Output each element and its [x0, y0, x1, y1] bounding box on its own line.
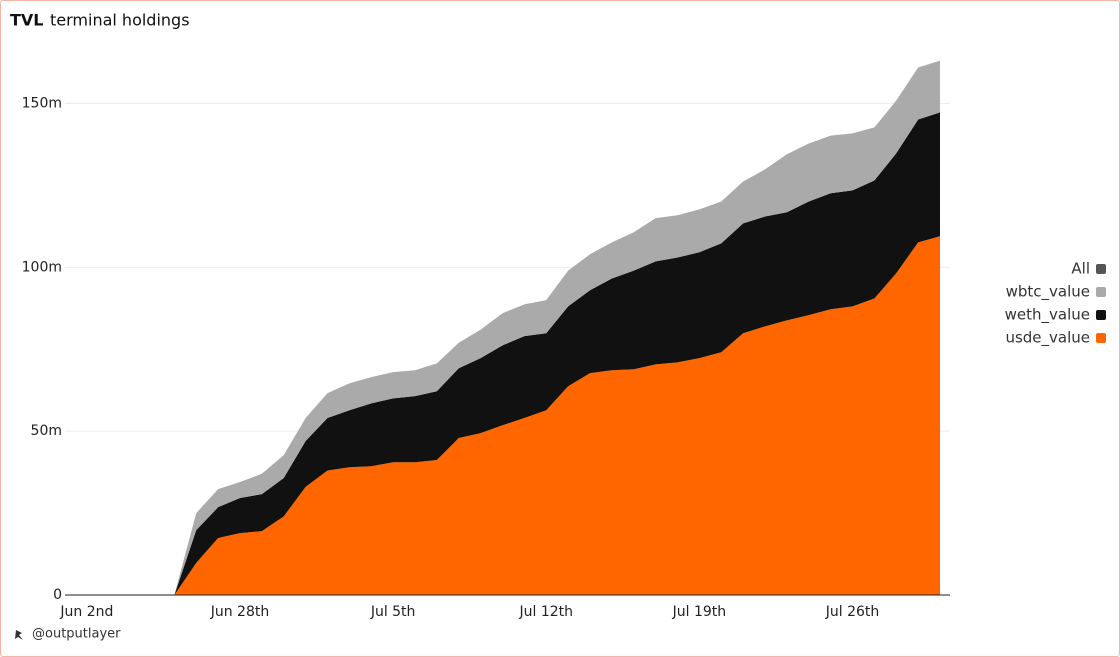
y-tick-label: 0	[53, 587, 62, 603]
x-tick-label: Jun 2nd	[59, 604, 113, 620]
chart-title: TVL	[10, 11, 44, 30]
y-tick-label: 100m	[22, 259, 62, 275]
y-tick-label: 150m	[22, 96, 62, 112]
footer: @outputlayer	[32, 627, 121, 642]
legend-label: weth_value	[1005, 306, 1090, 325]
legend-item[interactable]: All	[1071, 260, 1106, 278]
area	[65, 236, 940, 595]
area	[65, 60, 940, 595]
legend-swatch	[1096, 310, 1106, 320]
legend-item[interactable]: weth_value	[1005, 306, 1106, 325]
x-tick-label: Jul 5th	[370, 604, 416, 620]
footer-icon	[15, 630, 23, 640]
x-tick-label: Jul 26th	[825, 604, 880, 620]
y-tick-label: 50m	[31, 423, 62, 439]
legend-swatch	[1096, 287, 1106, 297]
legend-swatch	[1096, 333, 1106, 343]
legend-label: All	[1071, 260, 1090, 278]
legend-item[interactable]: wbtc_value	[1006, 283, 1106, 302]
x-tick-label: Jul 12th	[518, 604, 573, 620]
legend-item[interactable]: usde_value	[1005, 329, 1106, 348]
legend-label: usde_value	[1005, 329, 1090, 348]
area	[65, 112, 940, 596]
legend-swatch	[1096, 264, 1106, 274]
x-tick-label: Jun 28th	[210, 604, 270, 620]
x-tick-label: Jul 19th	[672, 604, 727, 620]
chart-subtitle: terminal holdings	[50, 11, 190, 30]
legend-label: wbtc_value	[1006, 283, 1090, 302]
